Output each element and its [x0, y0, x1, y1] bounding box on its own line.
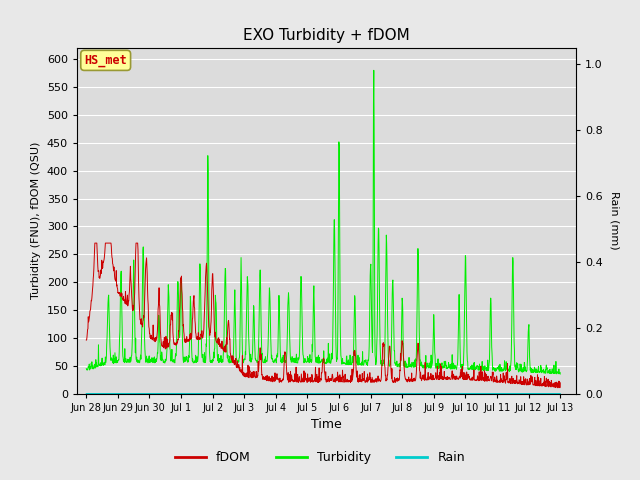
Text: HS_met: HS_met [84, 54, 127, 67]
Y-axis label: Turbidity (FNU), fDOM (QSU): Turbidity (FNU), fDOM (QSU) [31, 142, 41, 300]
X-axis label: Time: Time [311, 418, 342, 431]
Title: EXO Turbidity + fDOM: EXO Turbidity + fDOM [243, 28, 410, 43]
Y-axis label: Rain (mm): Rain (mm) [609, 192, 620, 250]
Legend: fDOM, Turbidity, Rain: fDOM, Turbidity, Rain [170, 446, 470, 469]
